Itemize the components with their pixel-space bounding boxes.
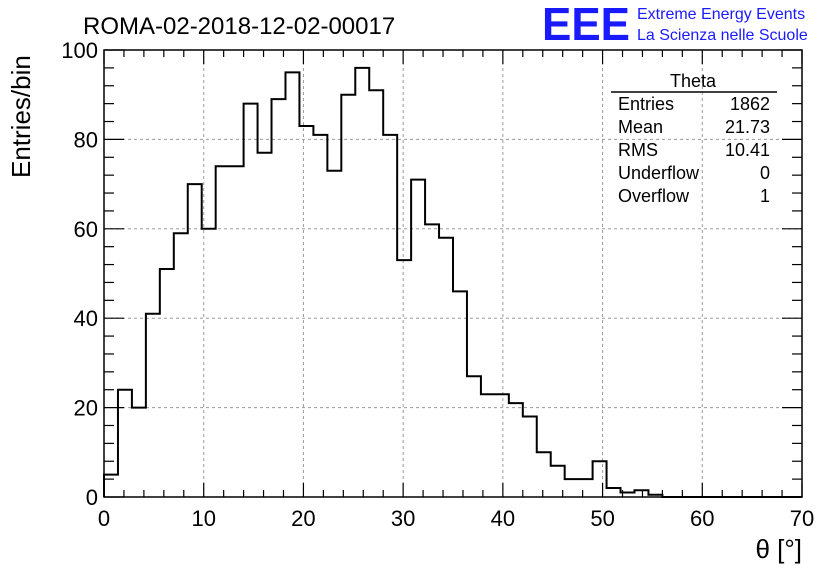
y-tick-label: 0 <box>86 485 98 510</box>
grid-lines <box>104 50 802 497</box>
x-tick-label: 40 <box>491 506 515 531</box>
stats-value-overflow: 1 <box>760 186 770 206</box>
stats-value-rms: 10.41 <box>725 140 770 160</box>
x-tick-label: 70 <box>790 506 814 531</box>
x-tick-label: 30 <box>391 506 415 531</box>
y-tick-label: 20 <box>74 396 98 421</box>
x-tick-label: 20 <box>291 506 315 531</box>
eee-logo: EEE Extreme Energy Events La Scienza nel… <box>542 0 808 50</box>
stats-label-underflow: Underflow <box>618 163 700 183</box>
logo-line-2: La Scienza nelle Scuole <box>637 27 808 44</box>
logo-mark: EEE <box>542 0 630 50</box>
x-tick-label: 10 <box>191 506 215 531</box>
axis-ticks <box>103 49 803 498</box>
histogram-outline <box>103 66 802 498</box>
x-tick-label: 50 <box>590 506 614 531</box>
stats-label-entries: Entries <box>618 94 674 114</box>
stats-value-underflow: 0 <box>760 163 770 183</box>
stats-title: Theta <box>670 71 717 91</box>
stats-label-mean: Mean <box>618 117 663 137</box>
y-tick-label: 100 <box>61 38 98 63</box>
stats-label-overflow: Overflow <box>618 186 690 206</box>
y-tick-label: 80 <box>74 127 98 152</box>
chart-title: ROMA-02-2018-12-02-00017 <box>83 13 395 40</box>
logo-line-1: Extreme Energy Events <box>637 6 805 23</box>
plot-frame <box>103 49 803 498</box>
stats-value-entries: 1862 <box>730 94 770 114</box>
y-tick-label: 40 <box>74 306 98 331</box>
stats-box: Theta Entries 1862 Mean 21.73 RMS 10.41 … <box>611 71 777 206</box>
y-tick-label: 60 <box>74 217 98 242</box>
y-axis-label: Entries/bin <box>6 55 36 178</box>
x-tick-label: 60 <box>690 506 714 531</box>
stats-label-rms: RMS <box>618 140 658 160</box>
stats-value-mean: 21.73 <box>725 117 770 137</box>
x-tick-label: 0 <box>98 506 110 531</box>
x-axis-label: θ [°] <box>755 534 802 564</box>
